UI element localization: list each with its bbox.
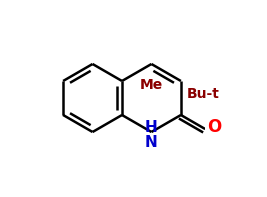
Text: N: N	[145, 135, 158, 150]
Text: H: H	[145, 120, 158, 135]
Text: O: O	[207, 118, 221, 136]
Text: Me: Me	[140, 78, 163, 92]
Text: Bu-t: Bu-t	[187, 87, 220, 101]
